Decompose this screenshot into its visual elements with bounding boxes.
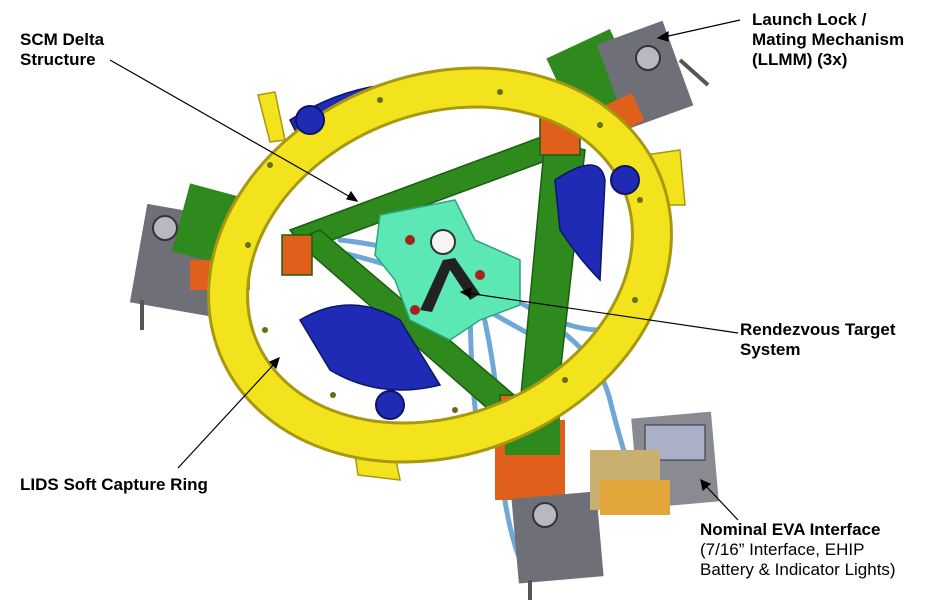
- label-lids-ring: LIDS Soft Capture Ring: [20, 475, 208, 495]
- label-scm-delta-line2: Structure: [20, 50, 96, 69]
- label-llmm-line3: (LLMM) (3x): [752, 50, 848, 69]
- label-scm-delta-line1: SCM Delta: [20, 30, 105, 49]
- label-llmm: Launch Lock / Mating Mechanism (LLMM) (3…: [752, 10, 904, 70]
- label-eva: Nominal EVA Interface (7/16” Interface, …: [700, 520, 896, 580]
- label-llmm-line2: Mating Mechanism: [752, 30, 905, 49]
- eva-interface-box: [590, 411, 719, 515]
- ring-bolts: [245, 89, 643, 413]
- lids-soft-capture-ring: [207, 66, 673, 464]
- leader-lines: [109, 19, 741, 521]
- label-rendezvous-line1: Rendezvous Target: [740, 320, 896, 339]
- label-eva-line1: (7/16” Interface, EHIP: [700, 540, 865, 559]
- label-llmm-line1: Launch Lock /: [752, 10, 867, 29]
- blue-guide-pads: [295, 105, 640, 420]
- label-rendezvous-line2: System: [740, 340, 801, 359]
- rendezvous-target: [374, 199, 521, 341]
- label-eva-line2: Battery & Indicator Lights): [700, 560, 896, 579]
- label-lids-ring-text: LIDS Soft Capture Ring: [20, 475, 208, 494]
- label-eva-title: Nominal EVA Interface: [700, 520, 881, 539]
- label-rendezvous: Rendezvous Target System: [740, 320, 896, 360]
- label-scm-delta: SCM Delta Structure: [20, 30, 104, 70]
